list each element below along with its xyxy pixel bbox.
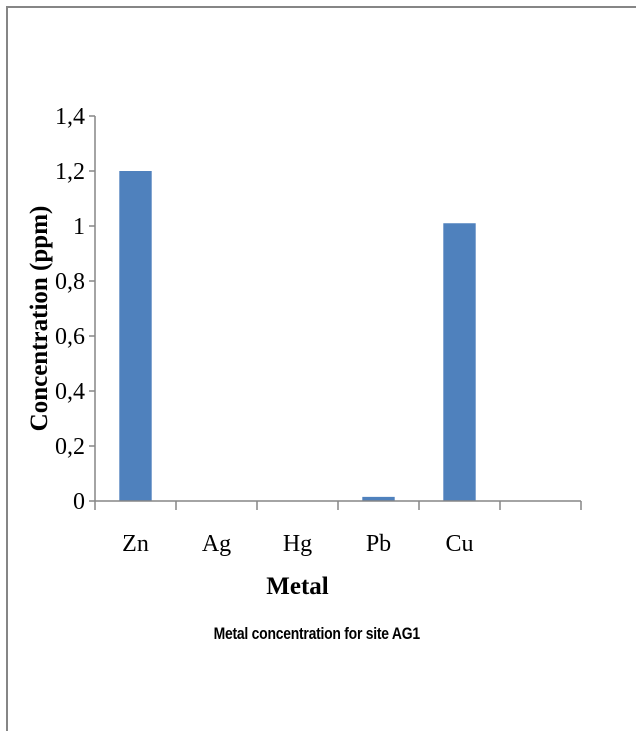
x-tick-label: Hg xyxy=(283,531,312,557)
y-tick-label: 0,4 xyxy=(55,379,85,405)
y-axis-title: Concentration (ppm) xyxy=(26,206,53,432)
y-tick-label: 1,4 xyxy=(55,104,85,130)
x-axis-title: Metal xyxy=(266,573,329,600)
y-tick-label: 0,6 xyxy=(55,324,85,350)
x-tick-label: Cu xyxy=(445,531,473,557)
y-tick-label: 1,2 xyxy=(55,159,85,185)
y-tick-label: 0,8 xyxy=(55,269,85,295)
y-tick-label: 1 xyxy=(73,214,85,240)
bar-cu xyxy=(443,223,476,501)
bar-zn xyxy=(119,171,152,501)
chart-caption: Metal concentration for site AG1 xyxy=(213,624,420,643)
x-tick-label: Ag xyxy=(202,531,231,557)
x-tick-label: Zn xyxy=(122,531,149,557)
y-tick-label: 0 xyxy=(73,489,85,515)
chart-frame xyxy=(6,6,636,731)
y-tick-label: 0,2 xyxy=(55,434,85,460)
bar-pb xyxy=(362,496,395,501)
x-tick-label: Pb xyxy=(366,531,391,557)
